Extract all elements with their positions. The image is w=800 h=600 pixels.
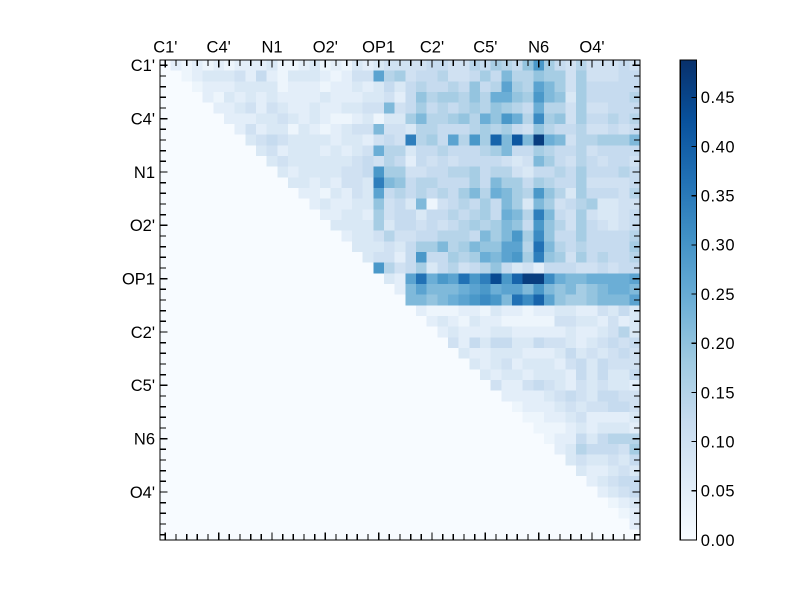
- svg-text:N6: N6: [134, 430, 155, 448]
- svg-text:C4': C4': [131, 110, 155, 128]
- svg-text:0.20: 0.20: [701, 335, 735, 353]
- svg-text:N1: N1: [261, 39, 282, 57]
- svg-text:0.15: 0.15: [701, 384, 735, 402]
- svg-text:0.45: 0.45: [701, 89, 735, 107]
- svg-text:C1': C1': [153, 39, 177, 57]
- svg-text:N6: N6: [528, 39, 549, 57]
- svg-text:OP1: OP1: [362, 39, 395, 57]
- svg-text:0.25: 0.25: [701, 286, 735, 304]
- svg-text:C5': C5': [473, 39, 497, 57]
- svg-text:0.35: 0.35: [701, 188, 735, 206]
- svg-text:C5': C5': [131, 377, 155, 395]
- svg-text:O2': O2': [313, 39, 338, 57]
- svg-text:C2': C2': [420, 39, 444, 57]
- svg-text:OP1: OP1: [122, 270, 155, 288]
- svg-text:C4': C4': [207, 39, 231, 57]
- svg-text:O4': O4': [579, 39, 604, 57]
- svg-text:0.00: 0.00: [701, 532, 735, 550]
- svg-text:O2': O2': [130, 217, 155, 235]
- svg-text:C1': C1': [131, 57, 155, 75]
- svg-text:0.10: 0.10: [701, 433, 735, 451]
- svg-text:0.30: 0.30: [701, 237, 735, 255]
- svg-text:C2': C2': [131, 324, 155, 342]
- svg-text:0.40: 0.40: [701, 138, 735, 156]
- svg-text:0.05: 0.05: [701, 483, 735, 501]
- svg-text:N1: N1: [134, 164, 155, 182]
- svg-text:O4': O4': [130, 484, 155, 502]
